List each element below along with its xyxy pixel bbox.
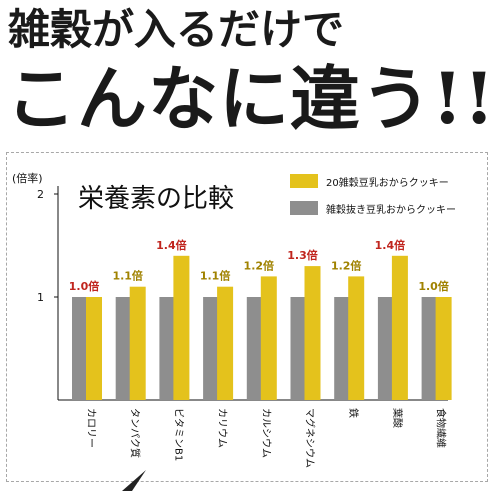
bar-gold: [260, 276, 277, 400]
legend-label: 20雑穀豆乳おからクッキー: [326, 176, 449, 189]
data-label: 1.4倍: [375, 238, 406, 252]
pointer-arrow-icon: [122, 470, 146, 491]
bar-grey: [115, 297, 132, 400]
bar-grey: [290, 297, 307, 400]
bars: 1.0倍 1.1倍 1.4倍 1.1倍 1.2倍 1.3倍 1.2倍 1.4倍 1.0倍: [69, 238, 452, 400]
y-tick-label: 1: [37, 291, 44, 304]
bar-grey: [377, 297, 394, 400]
bar-grey: [159, 297, 176, 400]
data-label: 1.2倍: [244, 258, 275, 272]
category-labels: カロリー タンパク質 ビタミンB1 カリウム カルシウム マグネシウム 鉄 葉酸 食物繊維: [85, 408, 448, 468]
data-label: 1.4倍: [156, 238, 187, 252]
bar-gold: [304, 266, 321, 400]
data-label: 1.3倍: [287, 248, 318, 262]
category-label: 葉酸: [391, 408, 404, 428]
data-label: 1.0倍: [418, 279, 449, 293]
bar-grey: [421, 297, 438, 400]
legend-swatch: [290, 201, 318, 215]
data-label: 1.1倍: [200, 269, 231, 283]
bar-grey: [72, 297, 88, 400]
data-label: 1.2倍: [331, 258, 362, 272]
category-label: タンパク質: [129, 408, 142, 458]
bar-gold: [435, 297, 452, 400]
chart-frame: [6, 152, 488, 482]
bar-gold: [348, 276, 365, 400]
headline-line-1: 雑穀が入るだけで: [8, 5, 345, 54]
category-label: マグネシウム: [304, 408, 317, 468]
category-label: カルシウム: [260, 408, 272, 458]
category-label: ビタミンB1: [172, 408, 184, 461]
bar-gold: [217, 286, 234, 400]
headline-line-2: こんなに違う!!: [6, 57, 495, 140]
y-tick-label: 2: [37, 188, 44, 201]
bar-gold: [173, 255, 190, 400]
y-axis-label: (倍率): [12, 171, 43, 185]
bar-grey: [334, 297, 351, 400]
legend-swatch: [290, 174, 318, 188]
data-label: 1.1倍: [112, 269, 143, 283]
bar-gold: [391, 255, 408, 400]
bar-gold: [129, 286, 146, 400]
category-label: カロリー: [85, 408, 97, 448]
data-label: 1.0倍: [69, 279, 100, 293]
bar-gold: [86, 297, 102, 400]
category-label: カリウム: [216, 408, 228, 448]
category-label: 鉄: [347, 408, 360, 418]
bar-grey: [246, 297, 263, 400]
bar-grey: [203, 297, 220, 400]
legend-label: 雑穀抜き豆乳おからクッキー: [326, 203, 456, 216]
category-label: 食物繊維: [435, 408, 448, 448]
chart-title: 栄養素の比較: [78, 184, 234, 214]
